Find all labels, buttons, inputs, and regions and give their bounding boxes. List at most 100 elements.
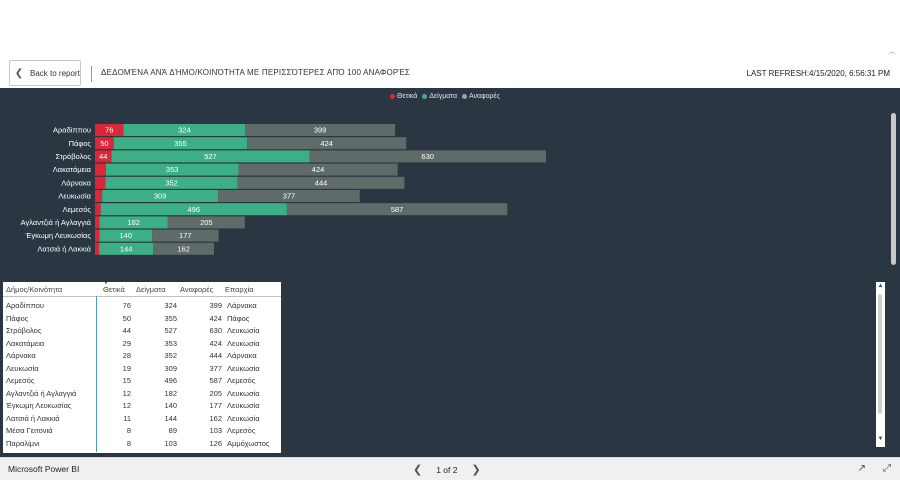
table-row[interactable]: Λεμεσός 15 496 587 Λεμεσός [3,375,281,387]
bar-segment-positive[interactable] [95,176,106,189]
table-row[interactable]: Στρόβολος 44 527 630 Λευκωσία [3,325,281,337]
column-header-municipality[interactable]: Δήμος/Κοινότητα [6,285,63,294]
category-label: Λακατάμεια [53,165,92,174]
table-cell: Λάρνακα [227,351,257,360]
category-label: Λευκωσία [58,192,91,201]
bar-segment-samples[interactable] [105,176,238,189]
table-cell: 76 [122,301,131,310]
page-indicator: 1 of 2 [436,464,458,475]
table-row[interactable]: Λευκωσία 19 309 377 Λευκωσία [3,363,281,375]
bar-segment-reports[interactable] [153,242,215,255]
table-cell: 103 [209,426,222,435]
bar-segment-positive[interactable] [95,163,106,176]
expand-icon[interactable]: ⤢ [883,463,891,474]
bar-segment-reports[interactable] [245,124,396,136]
chart-scrollbar[interactable] [891,113,896,265]
bar-segment-positive[interactable] [95,203,101,216]
data-label: 309 [154,192,167,201]
bar-segment-samples[interactable] [99,229,153,242]
table-row[interactable]: Μέσα Γειτονιά 8 89 103 Λεμεσός [3,425,281,437]
table-cell: 19 [122,363,131,373]
bar-segment-samples[interactable] [113,137,248,150]
scroll-up-icon[interactable]: ▲ [877,283,884,289]
legend-label-samples: Δείγματα [429,93,458,100]
data-label: 355 [174,139,187,148]
legend-dot-reports [462,94,468,99]
table-cell: 28 [122,351,131,360]
legend-item-samples[interactable]: Δείγματα [422,93,457,100]
bar-segment-samples[interactable] [102,190,219,202]
back-to-report-button[interactable]: ❮ Back to report [9,60,81,86]
table-cell: 177 [209,401,222,410]
table-cell: 355 [164,313,177,323]
table-cell: Αγλαντζιά ή Αγλαγγιά [6,388,77,398]
bar-segment-positive[interactable] [95,150,112,163]
bar-segment-samples[interactable] [111,150,310,163]
table-cell: Λατσιά ή Λακκιά [6,413,60,423]
bar-segment-reports[interactable] [152,229,219,242]
chevron-left-icon[interactable]: ❮ [413,464,423,476]
table-cell: Αραδίππου [6,301,44,310]
column-header-reports[interactable]: Αναφορές [180,285,214,294]
bar-segment-samples[interactable] [99,242,154,255]
table-cell: 630 [209,326,222,335]
table-cell: 496 [164,376,177,385]
bar-segment-samples[interactable] [99,216,168,229]
table-row[interactable]: Λάρνακα 28 352 444 Λάρνακα [3,350,281,362]
bar-segment-positive[interactable] [95,137,114,150]
table-cell: Λεμεσός [227,376,256,385]
chevron-right-icon[interactable]: ❯ [471,464,481,476]
page-title: ΔΕΔΟΜΈΝΑ ΑΝΆ ΔΉΜΟ/ΚΟΙΝΌΤΗΤΑ ΜΕ ΠΕΡΙΣΣΌΤΕ… [101,68,411,77]
table-row[interactable]: Πάφος 50 355 424 Πάφος [3,313,281,325]
bar-segment-positive[interactable] [95,242,100,255]
table-cell: 11 [123,413,131,423]
table-cell: Λάρνακα [6,351,36,360]
bar-segment-reports[interactable] [247,137,407,150]
bar-segment-samples[interactable] [123,124,246,136]
bar-segment-positive[interactable] [95,216,100,229]
data-label: 630 [421,152,434,161]
table-row[interactable]: Αραδίππου 76 324 399 Λάρνακα [3,300,281,312]
loading-icon [888,52,896,59]
scroll-down-icon[interactable]: ▼ [877,436,884,442]
bar-segment-reports[interactable] [238,163,398,176]
legend-item-positive[interactable]: Θετικά [390,93,417,100]
bar-segment-reports[interactable] [286,203,508,216]
table-row[interactable]: Λατσιά ή Λακκιά 11 144 162 Λευκωσία [3,413,281,425]
data-label: 424 [312,165,325,174]
table-scrollbar[interactable]: ▲ ▼ [876,282,885,447]
table-cell: 444 [209,351,222,360]
table-cell: Λάρνακα [227,301,257,310]
column-header-district[interactable]: Επαρχία [225,285,254,294]
bar-segment-samples[interactable] [100,203,287,216]
table-cell: 89 [168,426,177,435]
table-cell: 8 [126,438,131,448]
category-label: Λεμεσός [63,205,92,214]
bar-segment-positive[interactable] [95,124,124,136]
table-row[interactable]: Έγκωμη Λευκωσίας 12 140 177 Λευκωσία [3,400,281,412]
bar-segment-positive[interactable] [95,190,103,202]
table-row[interactable]: Παραλίμνι 8 103 126 Αμμόχωστος [3,438,281,450]
table-row[interactable]: Λακατάμεια 29 353 424 Λευκωσία [3,338,281,350]
table-cell: 587 [209,376,222,385]
bar-segment-reports[interactable] [309,150,546,163]
bar-segment-positive[interactable] [95,229,100,242]
bar-segment-reports[interactable] [237,176,405,189]
table-cell: 126 [209,438,222,448]
bar-segment-samples[interactable] [105,163,239,176]
bar-segment-reports[interactable] [167,216,245,229]
table-scroll-thumb[interactable] [878,294,882,414]
bar-segment-reports[interactable] [218,190,360,202]
column-header-samples[interactable]: Δείγματα [136,285,166,294]
data-label: 177 [179,231,192,240]
column-header-positive[interactable]: ▼ Θετικά [103,280,125,294]
table-cell: 29 [122,338,131,348]
data-label: 205 [200,218,213,227]
data-label: 527 [204,152,217,161]
category-label: Λατσιά ή Λακκιά [37,244,91,253]
legend-item-reports[interactable]: Αναφορές [462,93,500,100]
table-row[interactable]: Αγλαντζιά ή Αγλαγγιά 12 182 205 Λευκωσία [3,388,281,400]
table-cell: Λακατάμεια [6,338,45,348]
table-cell: Λευκωσία [6,363,39,373]
share-icon[interactable]: ↗ [857,463,866,474]
